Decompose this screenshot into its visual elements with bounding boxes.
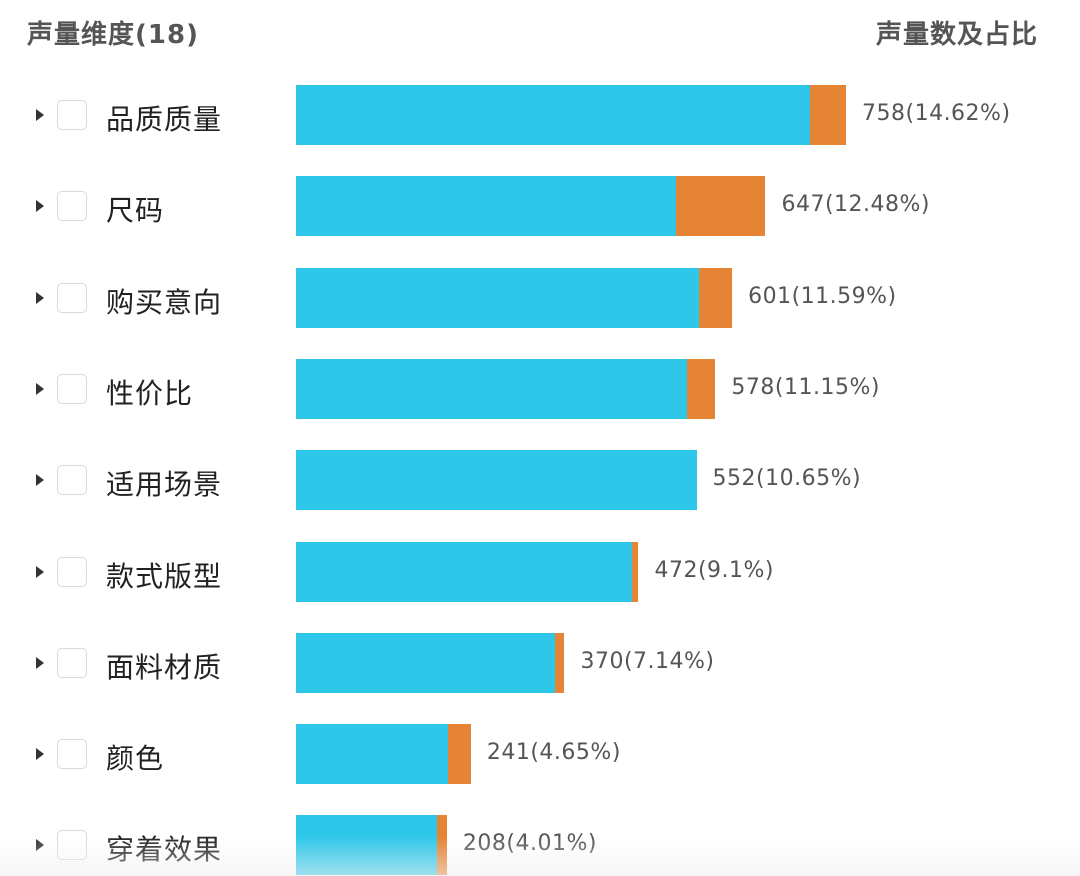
caret-right-icon[interactable] <box>36 382 44 395</box>
volume-value: 758(14.62%) <box>862 101 1011 126</box>
volume-value: 578(11.15%) <box>731 374 880 400</box>
list-item[interactable]: 穿着效果 208(4.01%) <box>0 815 1080 876</box>
caret-right-icon[interactable] <box>36 565 44 578</box>
dimension-label: 面料材质 <box>106 650 223 684</box>
volume-value: 241(4.65%) <box>486 740 621 766</box>
row-checkbox[interactable] <box>57 373 87 404</box>
volume-bar[interactable] <box>296 85 846 145</box>
list-item[interactable]: 款式版型 472(9.1%) <box>0 541 1080 602</box>
bar-segment-secondary <box>448 724 471 785</box>
bar-segment-secondary <box>810 85 846 145</box>
list-item[interactable]: 面料材质 370(7.14%) <box>0 632 1080 693</box>
row-checkbox[interactable] <box>57 465 87 496</box>
list-item[interactable]: 购买意向 601(11.59%) <box>0 267 1080 328</box>
list-item[interactable]: 适用场景 552(10.65%) <box>0 450 1080 511</box>
caret-right-icon[interactable] <box>36 474 44 487</box>
volume-bar[interactable] <box>296 632 565 693</box>
bar-segment-secondary <box>554 632 565 693</box>
caret-right-icon[interactable] <box>36 656 44 669</box>
dimension-label: 颜色 <box>106 742 165 776</box>
dimension-count-title: 声量维度(18) <box>27 20 199 50</box>
row-checkbox[interactable] <box>57 191 87 222</box>
list-item[interactable]: 性价比 578(11.15%) <box>0 358 1080 419</box>
volume-value: 208(4.01%) <box>462 831 597 857</box>
bar-segment-primary <box>296 450 697 511</box>
dimension-label: 购买意向 <box>106 285 223 319</box>
volume-share-title: 声量数及占比 <box>875 20 1038 50</box>
bar-segment-primary <box>296 358 687 419</box>
volume-value: 552(10.65%) <box>712 466 862 492</box>
volume-bar[interactable] <box>296 724 471 785</box>
bar-segment-primary <box>296 541 632 602</box>
bar-segment-primary <box>296 632 555 693</box>
volume-bar[interactable] <box>296 541 639 602</box>
volume-bar[interactable] <box>296 176 766 237</box>
bar-segment-primary <box>296 176 677 237</box>
dimension-label: 品质质量 <box>106 103 223 136</box>
volume-bar[interactable] <box>296 358 716 419</box>
volume-value: 647(12.48%) <box>781 192 930 218</box>
row-checkbox[interactable] <box>57 739 87 770</box>
row-checkbox[interactable] <box>57 647 87 678</box>
bar-segment-primary <box>296 815 438 876</box>
dimension-label: 款式版型 <box>106 559 223 593</box>
volume-value: 601(11.59%) <box>748 283 897 309</box>
volume-value: 472(9.1%) <box>654 557 775 583</box>
list-item[interactable]: 颜色 241(4.65%) <box>0 724 1080 785</box>
volume-bar[interactable] <box>296 450 697 511</box>
dimension-label: 尺码 <box>106 194 165 228</box>
list-item[interactable]: 尺码 647(12.48%) <box>0 176 1080 237</box>
bar-segment-secondary <box>631 541 639 602</box>
bar-segment-primary <box>296 267 699 328</box>
list-header: 声量维度(18) 声量数及占比 <box>0 0 1080 64</box>
caret-right-icon[interactable] <box>36 291 44 304</box>
row-checkbox[interactable] <box>57 556 87 587</box>
bar-segment-secondary <box>676 176 766 237</box>
row-checkbox[interactable] <box>57 100 87 130</box>
volume-value: 370(7.14%) <box>580 648 715 674</box>
dimension-label: 性价比 <box>106 376 194 410</box>
dimension-label: 穿着效果 <box>106 833 223 867</box>
row-checkbox[interactable] <box>57 830 87 861</box>
bar-segment-secondary <box>698 267 733 328</box>
dimension-label: 适用场景 <box>106 468 223 502</box>
caret-right-icon[interactable] <box>36 200 44 213</box>
bar-segment-primary <box>296 85 811 145</box>
caret-right-icon[interactable] <box>36 109 44 121</box>
volume-bar[interactable] <box>296 267 733 328</box>
caret-right-icon[interactable] <box>36 748 44 761</box>
bar-segment-primary <box>296 724 449 785</box>
row-checkbox[interactable] <box>57 282 87 313</box>
volume-bar[interactable] <box>296 815 447 876</box>
bar-segment-secondary <box>686 358 716 419</box>
list-item[interactable]: 品质质量 758(14.62%) <box>0 85 1080 145</box>
caret-right-icon[interactable] <box>36 839 44 852</box>
bar-segment-secondary <box>437 815 447 876</box>
